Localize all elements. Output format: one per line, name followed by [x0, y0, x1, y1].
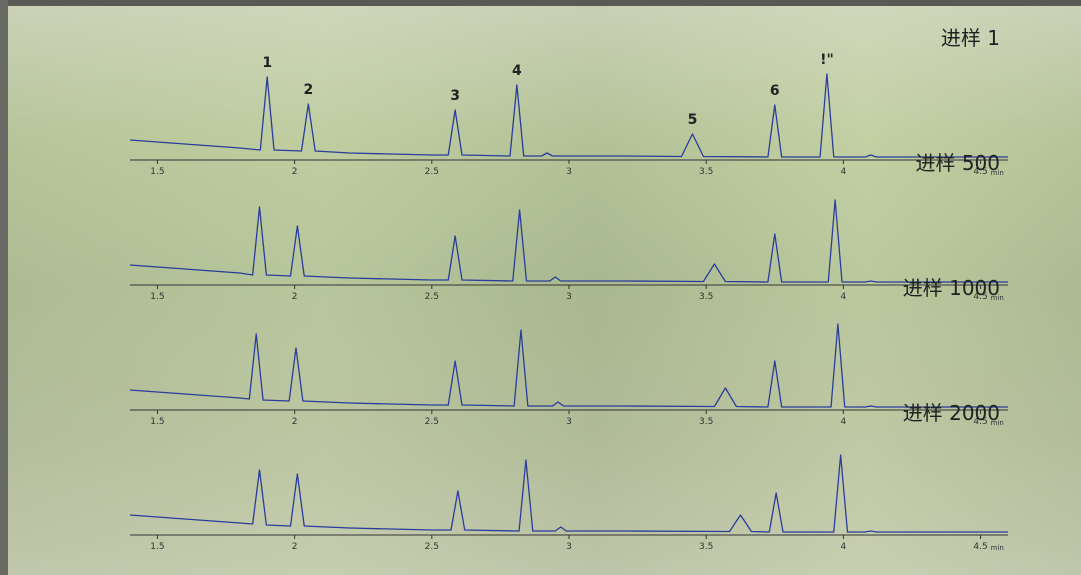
x-tick-label: 1.5: [150, 292, 164, 302]
x-axis-label: min: [991, 544, 1004, 552]
x-axis-label: min: [991, 419, 1004, 427]
x-tick-label: 4.5: [973, 417, 987, 427]
x-tick-label: 4.5: [973, 542, 987, 552]
peak-label: 4: [512, 63, 522, 79]
chart-title: 进样 500: [915, 151, 1000, 175]
peak-label: 1: [262, 55, 272, 71]
x-tick-label: 2: [292, 292, 298, 302]
x-tick-label: 4: [841, 417, 847, 427]
x-tick-label: 3: [566, 417, 572, 427]
peak-label: 6: [770, 83, 780, 99]
peak-label: !": [820, 52, 834, 68]
trace: [129, 323, 1008, 408]
chart-title: 进样 1000: [903, 276, 1000, 300]
x-tick-label: 4: [841, 167, 847, 177]
x-tick-label: 1.5: [150, 417, 164, 427]
x-tick-label: 3.5: [699, 292, 713, 302]
x-tick-label: 2.5: [425, 292, 439, 302]
x-tick-label: 3: [566, 292, 572, 302]
x-tick-label: 3.5: [699, 167, 713, 177]
peak-label: 2: [303, 82, 313, 98]
x-tick-label: 3: [566, 542, 572, 552]
x-axis-label: min: [991, 169, 1004, 177]
x-tick-label: 2.5: [425, 417, 439, 427]
left-bar: [0, 0, 8, 575]
x-tick-label: 1.5: [150, 167, 164, 177]
x-tick-label: 4.5: [973, 167, 987, 177]
peak-label: 5: [688, 112, 698, 128]
x-tick-label: 2: [292, 542, 298, 552]
trace: [129, 73, 1008, 158]
chart-title: 进样 1: [941, 26, 1000, 50]
x-tick-label: 2: [292, 417, 298, 427]
x-tick-label: 2.5: [425, 542, 439, 552]
x-tick-label: 3.5: [699, 542, 713, 552]
x-tick-label: 4: [841, 292, 847, 302]
peak-label: 3: [450, 88, 460, 104]
x-tick-label: 4: [841, 542, 847, 552]
trace: [129, 454, 1008, 533]
x-tick-label: 1.5: [150, 542, 164, 552]
top-bar: [0, 0, 1081, 6]
x-tick-label: 4.5: [973, 292, 987, 302]
x-axis-label: min: [991, 294, 1004, 302]
trace: [129, 199, 1008, 283]
x-tick-label: 3.5: [699, 417, 713, 427]
x-tick-label: 3: [566, 167, 572, 177]
x-tick-label: 2.5: [425, 167, 439, 177]
chart-title: 进样 2000: [903, 401, 1000, 425]
x-tick-label: 2: [292, 167, 298, 177]
